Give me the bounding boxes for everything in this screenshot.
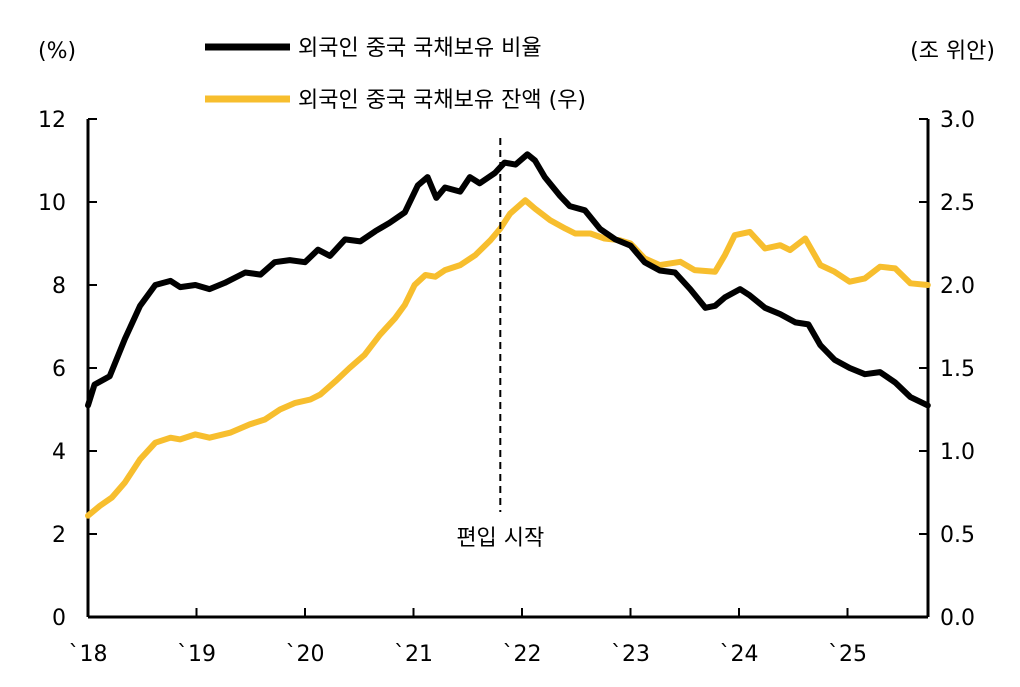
left-tick-label: 10 — [38, 191, 66, 216]
right-tick-label: 1.5 — [940, 357, 975, 382]
x-tick-label: `22 — [503, 642, 542, 667]
left-tick-label: 2 — [52, 523, 66, 548]
left-tick-label: 4 — [52, 440, 66, 465]
legend-label-balance: 외국인 중국 국채보유 잔액 (우) — [298, 88, 586, 113]
left-tick-label: 0 — [52, 606, 66, 631]
right-tick-label: 2.5 — [940, 191, 975, 216]
x-tick-label: `21 — [394, 642, 433, 667]
x-tick-label: `23 — [611, 642, 650, 667]
annotation-label: 편입 시작 — [456, 526, 544, 551]
right-tick-label: 0.5 — [940, 523, 975, 548]
series-line-balance — [85, 197, 931, 519]
right-tick-label: 3.0 — [940, 108, 975, 133]
legend-label-ratio: 외국인 중국 국채보유 비율 — [298, 36, 542, 61]
x-tick-label: `25 — [828, 642, 867, 667]
right-tick-label: 2.0 — [940, 274, 975, 299]
x-tick-label: `20 — [286, 642, 325, 667]
right-tick-label: 0.0 — [940, 606, 975, 631]
right-tick-label: 1.0 — [940, 440, 975, 465]
x-tick-label: `19 — [177, 642, 216, 667]
left-tick-label: 8 — [52, 274, 66, 299]
x-tick-label: `24 — [720, 642, 759, 667]
left-axis-label: (%) — [38, 39, 76, 64]
x-tick-label: `18 — [69, 642, 108, 667]
series-line-ratio — [85, 151, 931, 409]
left-tick-label: 12 — [38, 108, 66, 133]
legend: 외국인 중국 국채보유 비율 외국인 중국 국채보유 잔액 (우) — [205, 36, 586, 113]
left-tick-label: 6 — [52, 357, 66, 382]
right-axis-label: (조 위안) — [910, 39, 995, 64]
